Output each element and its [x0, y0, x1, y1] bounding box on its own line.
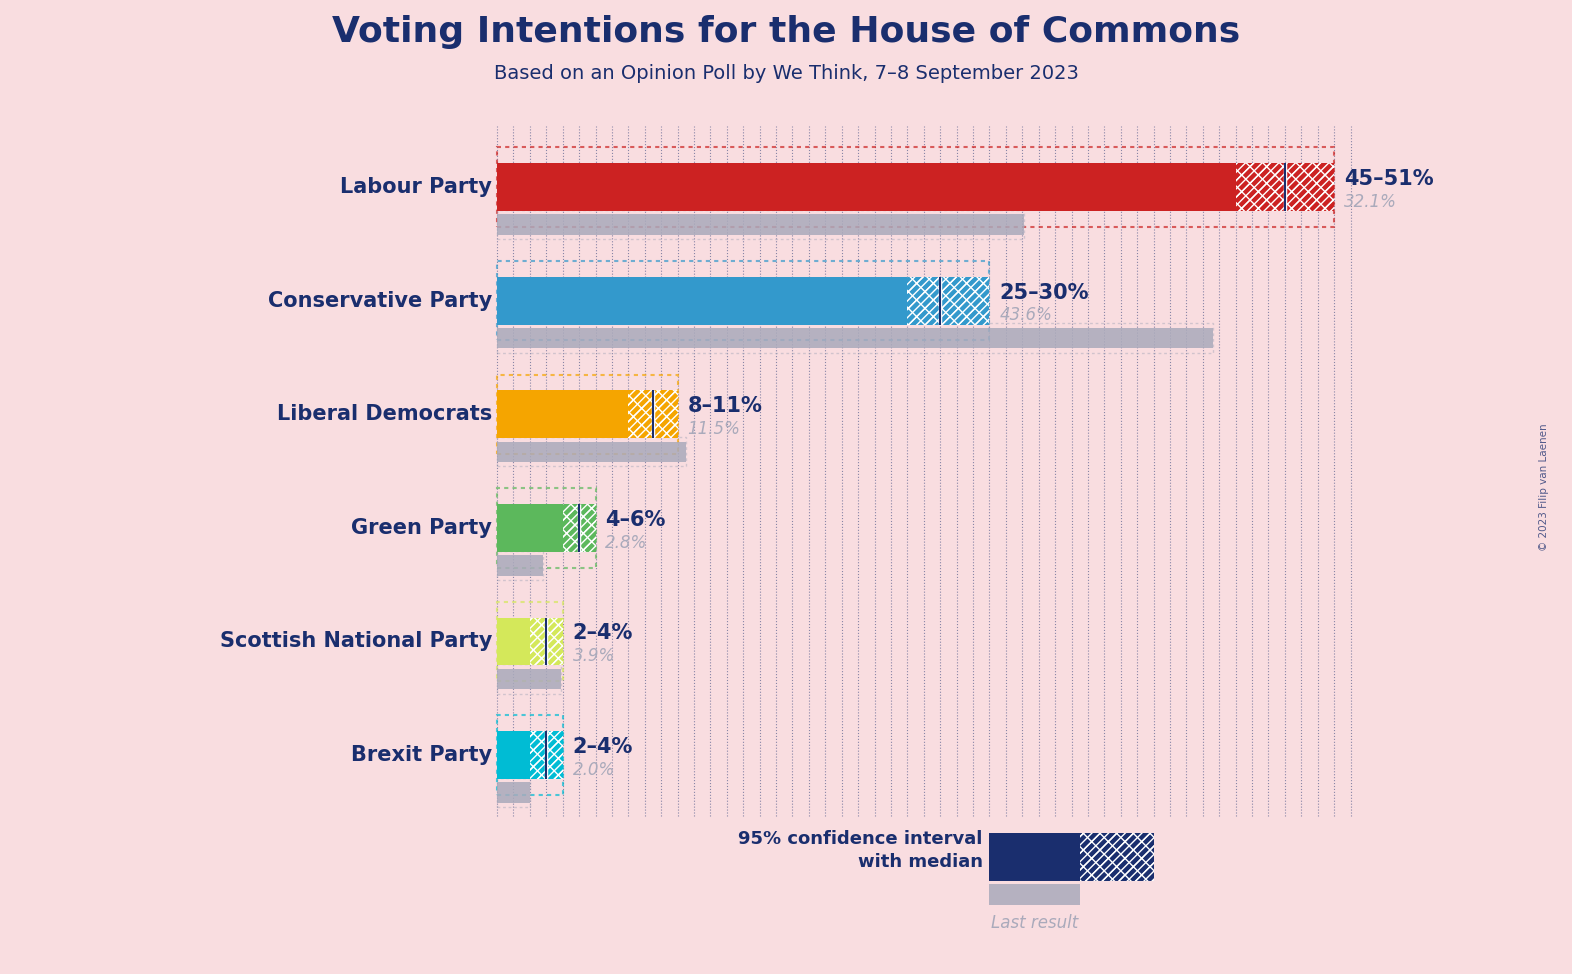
Text: 8–11%: 8–11%	[687, 396, 762, 416]
Bar	[563, 504, 596, 551]
Bar	[629, 391, 678, 438]
Bar	[1236, 164, 1335, 211]
Bar	[1236, 164, 1335, 211]
Bar	[497, 261, 989, 341]
Bar	[530, 618, 563, 665]
Bar	[1080, 834, 1154, 881]
Bar	[1080, 834, 1154, 881]
Bar	[1236, 164, 1335, 211]
Text: 45–51%: 45–51%	[1344, 169, 1434, 189]
Bar	[497, 664, 561, 693]
Text: 11.5%: 11.5%	[687, 420, 740, 438]
Bar	[497, 602, 563, 681]
Text: Last result: Last result	[990, 914, 1078, 932]
Bar	[530, 618, 563, 665]
Bar	[629, 391, 678, 438]
Text: © 2023 Filip van Laenen: © 2023 Filip van Laenen	[1539, 423, 1548, 551]
Bar	[530, 618, 563, 665]
Bar	[497, 147, 1335, 227]
Text: 3.9%: 3.9%	[572, 647, 615, 665]
Text: 95% confidence interval
with median: 95% confidence interval with median	[739, 830, 982, 871]
Bar	[907, 277, 989, 324]
Bar	[497, 555, 542, 576]
Bar	[497, 374, 678, 454]
Text: Liberal Democrats: Liberal Democrats	[277, 404, 492, 425]
Bar	[497, 441, 685, 462]
Text: Labour Party: Labour Party	[340, 177, 492, 197]
Bar	[1080, 834, 1154, 881]
Bar	[497, 731, 530, 779]
Bar	[497, 277, 907, 324]
Bar	[907, 277, 989, 324]
Bar	[497, 437, 685, 467]
Text: 2.8%: 2.8%	[605, 534, 648, 551]
Bar	[497, 504, 563, 551]
Bar	[907, 277, 989, 324]
Bar	[497, 715, 563, 795]
Bar	[497, 209, 1023, 240]
Text: 43.6%: 43.6%	[1000, 307, 1052, 324]
Bar	[497, 328, 1212, 349]
Bar	[989, 834, 1080, 881]
Bar	[497, 782, 530, 803]
Text: 2–4%: 2–4%	[572, 623, 634, 644]
Bar	[497, 618, 530, 665]
Bar	[530, 731, 563, 779]
Text: Based on an Opinion Poll by We Think, 7–8 September 2023: Based on an Opinion Poll by We Think, 7–…	[494, 63, 1078, 83]
Text: Conservative Party: Conservative Party	[267, 290, 492, 311]
Bar	[563, 504, 596, 551]
Text: 4–6%: 4–6%	[605, 509, 665, 530]
Bar	[530, 731, 563, 779]
Bar	[629, 391, 678, 438]
Bar	[530, 731, 563, 779]
Bar	[497, 164, 1236, 211]
Bar	[497, 777, 530, 807]
Text: 32.1%: 32.1%	[1344, 193, 1398, 211]
Bar	[563, 504, 596, 551]
Text: Brexit Party: Brexit Party	[351, 745, 492, 765]
Text: Scottish National Party: Scottish National Party	[220, 631, 492, 652]
Text: 25–30%: 25–30%	[1000, 282, 1089, 303]
Text: 2–4%: 2–4%	[572, 737, 634, 757]
Bar	[497, 668, 561, 689]
Text: Voting Intentions for the House of Commons: Voting Intentions for the House of Commo…	[332, 15, 1240, 49]
Bar	[989, 884, 1080, 905]
Bar	[497, 214, 1023, 235]
Text: 2.0%: 2.0%	[572, 761, 615, 779]
Text: Green Party: Green Party	[351, 518, 492, 538]
Bar	[497, 550, 542, 581]
Bar	[497, 391, 629, 438]
Bar	[497, 488, 596, 568]
Bar	[497, 323, 1212, 353]
